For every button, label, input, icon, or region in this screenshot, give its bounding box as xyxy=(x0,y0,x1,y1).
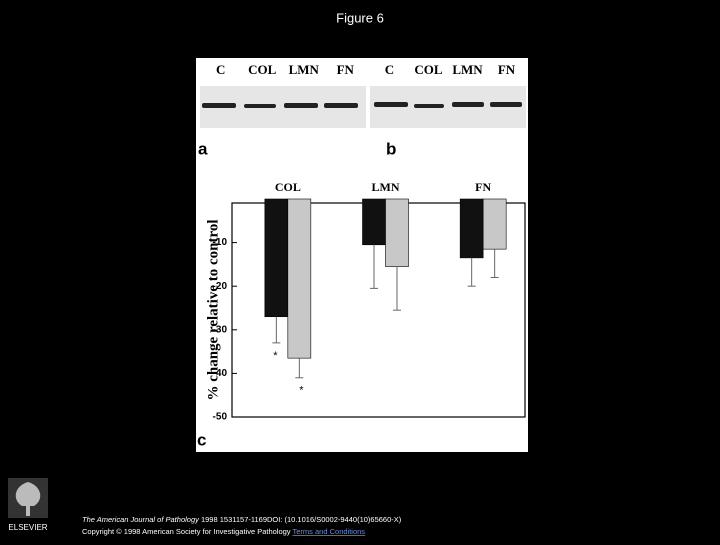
bar xyxy=(264,198,289,318)
lane-label: C xyxy=(385,62,394,77)
category-label: FN xyxy=(475,180,491,194)
lane-label: LMN xyxy=(289,62,320,77)
y-tick-label: -50 xyxy=(213,412,228,423)
copyright: Copyright © 1998 American Society for In… xyxy=(82,527,365,536)
blot-bands xyxy=(202,102,522,108)
y-tick-label: -30 xyxy=(213,324,228,335)
lane-label: COL xyxy=(248,62,277,77)
bar xyxy=(459,198,484,259)
journal: The American Journal of Pathology xyxy=(82,515,200,524)
category-label: LMN xyxy=(372,180,400,194)
significance-mark: * xyxy=(273,350,278,362)
citation-text: 1998 1531157-1169DOI: (10.1016/S0002-944… xyxy=(201,515,402,524)
y-axis-label: % change relative to control xyxy=(205,219,221,400)
y-tick-label: -20 xyxy=(213,281,228,292)
lane-label: COL xyxy=(414,62,443,77)
bar xyxy=(385,198,409,267)
copyright-text: Copyright © 1998 American Society for In… xyxy=(82,527,291,536)
band xyxy=(414,104,444,108)
bar xyxy=(482,198,507,250)
bar xyxy=(287,198,312,359)
terms-link[interactable]: Terms and Conditions xyxy=(293,527,366,536)
y-tick-label: -10 xyxy=(213,237,228,248)
lane-label: C xyxy=(216,62,225,77)
lane-label: LMN xyxy=(452,62,483,77)
lane-label: FN xyxy=(337,62,355,77)
slide-title: Figure 6 xyxy=(336,10,384,25)
panel-label: a xyxy=(198,139,208,158)
publisher-name: ELSEVIER xyxy=(8,523,47,532)
blot-divider xyxy=(366,60,370,140)
band xyxy=(244,104,276,108)
category-label: COL xyxy=(275,180,301,194)
panel-label: c xyxy=(197,430,206,449)
lane-label: FN xyxy=(498,62,516,77)
band xyxy=(202,103,236,108)
significance-mark: * xyxy=(299,385,304,397)
band xyxy=(490,102,522,107)
citation: The American Journal of Pathology 1998 1… xyxy=(82,515,402,524)
bar xyxy=(362,198,386,246)
band xyxy=(452,102,484,107)
band xyxy=(284,103,318,108)
band xyxy=(374,102,408,107)
logo-tree xyxy=(15,482,41,516)
y-tick-label: -40 xyxy=(213,368,228,379)
band xyxy=(324,103,358,108)
panel-label: b xyxy=(386,139,396,158)
